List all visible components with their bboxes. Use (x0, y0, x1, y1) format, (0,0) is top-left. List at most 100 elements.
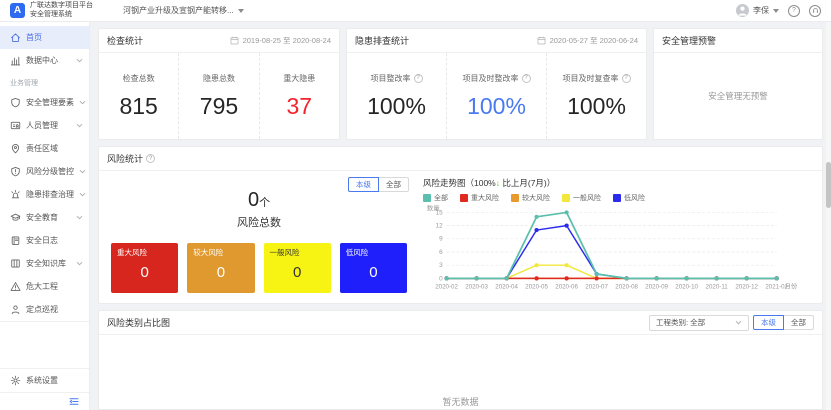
risk-total-label: 风险总数 (237, 217, 281, 229)
sidebar-item-label: 安全教育 (26, 213, 58, 222)
stat-inspections-total: 检查总数 815 (119, 73, 158, 119)
stat-major-hazards: 重大隐患 37 (258, 53, 339, 139)
no-warning-text: 安全管理无预警 (708, 91, 768, 101)
sidebar-item-label: 安全日志 (26, 236, 58, 245)
svg-text:2020-11: 2020-11 (706, 285, 729, 291)
legend-item-低风险[interactable]: 低风险 (613, 193, 645, 203)
chevron-down-icon (237, 8, 244, 13)
sidebar-item-settings[interactable]: 系统设置 (0, 369, 89, 392)
sidebar-item-safety-log[interactable]: 安全日志 (0, 229, 89, 252)
risk-box-重大风险: 重大风险 0 (111, 243, 179, 293)
sidebar-item-hazard-investigation[interactable]: 隐患排查治理 (0, 183, 89, 206)
scrollbar-thumb[interactable] (826, 162, 831, 208)
svg-text:2020-09: 2020-09 (645, 285, 668, 291)
sidebar-section-label: 业务管理 (10, 80, 38, 87)
sidebar-item-data-center[interactable]: 数据中心 (0, 49, 89, 72)
id-card-icon (10, 120, 21, 131)
bar-chart-icon (10, 55, 21, 66)
date-range-picker[interactable]: 2019-08-25 至 2020-08-24 (230, 35, 331, 46)
info-icon[interactable]: ? (413, 73, 423, 83)
sidebar-item-personnel[interactable]: 人员管理 (0, 114, 89, 137)
svg-text:2020-07: 2020-07 (585, 285, 608, 291)
sidebar-item-responsibility-area[interactable]: 责任区域 (0, 137, 89, 160)
project-selector[interactable]: 河钢产业升级及宣钢产能转移... (123, 5, 244, 16)
risk-box-label: 一般风险 (269, 248, 300, 257)
risk-box-value: 0 (292, 264, 302, 281)
card-title: 检查统计 (107, 36, 144, 46)
sidebar-item-label: 系统设置 (26, 376, 58, 385)
risk-box-value: 0 (216, 264, 226, 281)
svg-text:2020-08: 2020-08 (615, 285, 638, 291)
chevron-down-icon (76, 261, 83, 266)
legend-swatch (460, 194, 468, 202)
sidebar-nav: 首页数据中心业务管理安全管理要素人员管理 责任区域 风险分级管控隐患排查治理 安全教育… (0, 22, 89, 322)
svg-text:2020-06: 2020-06 (555, 285, 578, 291)
toggle-option-all[interactable]: 全部 (378, 177, 409, 192)
svg-text:月份: 月份 (785, 282, 799, 291)
risk-trend-chart: 数量 0 3 6 9 12 15 2020-02 2020-03 2020-04 2020-05 20… (427, 204, 799, 291)
project-type-select[interactable]: 工程类别: 全部 (649, 314, 749, 331)
info-icon[interactable]: ? (146, 154, 156, 163)
sidebar-item-home[interactable]: 首页 (0, 26, 89, 49)
date-range-picker[interactable]: 2020-05-27 至 2020-06-24 (537, 35, 638, 46)
card-title: 安全管理预警 (662, 36, 717, 46)
chevron-down-icon (76, 215, 83, 220)
card-title: 风险统计 (107, 154, 144, 164)
risk-stats-card: 风险统计 ? 本级 全部 0个 风险总数 重大风险 0 较大风险 0 一般风险 0 低风险 0 (98, 146, 823, 304)
sidebar-item-danger-project[interactable]: 危大工程 (0, 275, 89, 298)
risk-box-label: 重大风险 (117, 248, 147, 257)
info-icon[interactable]: ? (521, 73, 531, 83)
sidebar: 首页数据中心业务管理安全管理要素人员管理 责任区域 风险分级管控隐患排查治理 安全教育… (0, 22, 90, 410)
sidebar-item-knowledge-base[interactable]: 安全知识库 (0, 252, 89, 275)
service-icon[interactable] (809, 4, 821, 17)
svg-text:2020-02: 2020-02 (435, 285, 458, 291)
sidebar-item-patrol[interactable]: 定点巡视 (0, 298, 89, 321)
scope-toggle: 本级 全部 (753, 315, 814, 330)
svg-text:0: 0 (439, 275, 443, 282)
shield-icon (10, 97, 21, 108)
user-menu[interactable]: 李保 (736, 4, 779, 17)
sidebar-item-safety-elements[interactable]: 安全管理要素 (0, 91, 89, 114)
svg-text:数量: 数量 (427, 204, 440, 213)
sidebar-item-label: 数据中心 (26, 56, 58, 65)
hazard-stats-card: 隐患排查统计 2020-05-27 至 2020-06-24 项目整改率? 10… (346, 28, 647, 140)
svg-text:9: 9 (439, 236, 443, 243)
risk-box-较大风险: 较大风险 0 (187, 243, 255, 293)
svg-text:3: 3 (439, 262, 443, 269)
legend-item-重大风险[interactable]: 重大风险 (460, 193, 499, 203)
risk-box-低风险: 低风险 0 (339, 243, 407, 293)
inspection-stats-card: 检查统计 2019-08-25 至 2020-08-24 检查总数 815 隐患… (98, 28, 340, 140)
sidebar-item-risk-control[interactable]: 风险分级管控 (0, 160, 89, 183)
sidebar-item-label: 隐患排查治理 (26, 190, 74, 199)
page-scrollbar (826, 22, 831, 410)
sidebar-item-safety-education[interactable]: 安全教育 (0, 206, 89, 229)
svg-text:2020-04: 2020-04 (495, 285, 518, 291)
calendar-icon (230, 36, 239, 45)
collapse-sidebar-icon[interactable] (68, 396, 80, 407)
toggle-option-all[interactable]: 全部 (783, 315, 814, 330)
legend-item-全部[interactable]: 全部 (423, 193, 448, 203)
app-title: 广联达数字项目平台 安全管理系统 (30, 2, 93, 19)
sidebar-item-label: 安全管理要素 (26, 98, 74, 107)
home-icon (10, 32, 21, 43)
info-icon[interactable]: ? (621, 73, 631, 83)
risk-summary-panel: 本级 全部 0个 风险总数 重大风险 0 较大风险 0 一般风险 0 低风险 0 (99, 171, 419, 303)
legend-swatch (511, 194, 519, 202)
sidebar-item-label: 首页 (26, 33, 42, 42)
legend-item-一般风险[interactable]: 一般风险 (562, 193, 601, 203)
toggle-option-current-level[interactable]: 本级 (753, 315, 784, 330)
main-content: 检查统计 2019-08-25 至 2020-08-24 检查总数 815 隐患… (90, 22, 831, 410)
toggle-option-current-level[interactable]: 本级 (348, 177, 379, 192)
risk-box-label: 低风险 (345, 248, 369, 257)
project-selector-label: 河钢产业升级及宣钢产能转移... (123, 6, 234, 15)
legend-item-较大风险[interactable]: 较大风险 (511, 193, 550, 203)
no-data-text: 暂无数据 (442, 397, 479, 407)
help-icon[interactable]: ? (788, 4, 800, 17)
person-icon (10, 304, 21, 315)
risk-total-value: 0 (247, 189, 260, 211)
svg-text:2021-01: 2021-01 (765, 285, 788, 291)
svg-text:15: 15 (436, 209, 444, 216)
date-range-label: 2020-05-27 至 2020-06-24 (549, 36, 638, 45)
risk-box-value: 0 (369, 264, 378, 281)
user-name: 李保 (753, 6, 769, 15)
